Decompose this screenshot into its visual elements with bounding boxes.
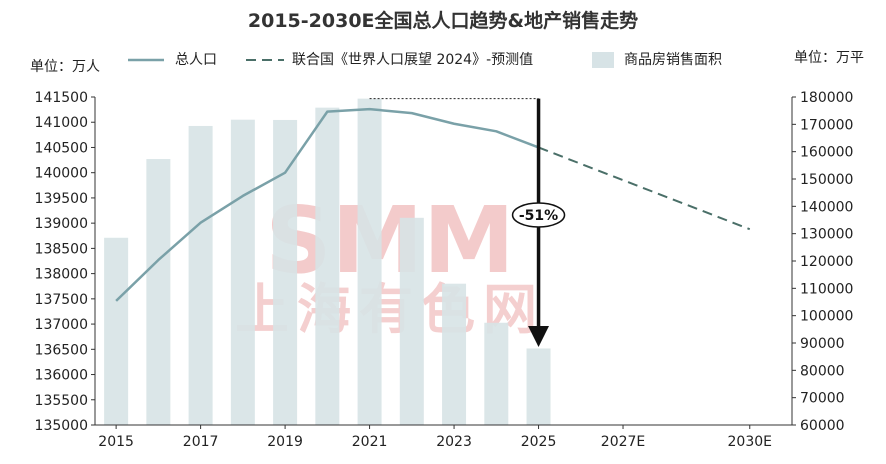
bar-sales-2020 (315, 107, 340, 425)
x-tick-label-2015: 2015 (98, 434, 134, 450)
legend-swatch-population (128, 58, 164, 62)
bar-sales-2024 (484, 322, 509, 425)
bar-sales-2022 (399, 217, 424, 425)
line-population (115, 107, 539, 302)
right-tick-label-90000: 90000 (800, 336, 845, 352)
bar-sales-2016 (146, 159, 171, 425)
right-tick-label-130000: 130000 (800, 227, 853, 243)
left-tick-label-139500: 139500 (35, 191, 88, 207)
legend-swatch-sales (592, 52, 614, 68)
watermark-logo-text: SMM (265, 187, 514, 294)
x-tick-label-2023: 2023 (436, 434, 472, 450)
bar-sales-2015 (104, 237, 129, 425)
left-tick-label-141500: 141500 (35, 90, 88, 106)
bar-sales-2017 (188, 125, 213, 426)
right-axis-unit-label: 单位：万平 (794, 50, 864, 66)
annotation-label: -51% (519, 208, 558, 224)
left-tick-label-140500: 140500 (35, 140, 88, 156)
x-tick-label-2017: 2017 (183, 434, 219, 450)
bar-sales-2021 (357, 98, 382, 425)
right-tick-label-170000: 170000 (800, 117, 853, 133)
bar-sales-2023 (442, 283, 467, 425)
right-tick-label-100000: 100000 (800, 309, 853, 325)
legend-label-population: 总人口 (175, 52, 217, 68)
right-tick-label-140000: 140000 (800, 199, 853, 215)
right-tick-label-150000: 150000 (800, 172, 853, 188)
right-tick-label-120000: 120000 (800, 254, 853, 270)
left-tick-label-137000: 137000 (35, 317, 88, 333)
left-tick-label-139000: 139000 (35, 216, 88, 232)
x-tick-label-2019: 2019 (267, 434, 303, 450)
left-tick-label-140000: 140000 (35, 166, 88, 182)
annotation-badge (511, 202, 566, 228)
right-tick-label-70000: 70000 (800, 391, 845, 407)
left-tick-label-138500: 138500 (35, 241, 88, 257)
left-tick-label-136500: 136500 (35, 342, 88, 358)
legend-swatch-forecast (246, 59, 284, 61)
line-forecast (538, 146, 751, 231)
bar-sales-2025 (526, 348, 551, 425)
left-tick-label-136000: 136000 (35, 368, 88, 384)
left-tick-label-137500: 137500 (35, 292, 88, 308)
left-tick-label-141000: 141000 (35, 115, 88, 131)
legend-label-forecast: 联合国《世界人口展望 2024》-预测值 (292, 52, 534, 68)
x-tick-label-2021: 2021 (352, 434, 388, 450)
legend-label-sales: 商品房销售面积 (624, 52, 722, 68)
x-tick-label-2027E: 2027E (601, 434, 645, 450)
left-tick-label-138000: 138000 (35, 267, 88, 283)
bar-sales-2019 (273, 119, 298, 426)
left-tick-label-135000: 135000 (35, 418, 88, 434)
x-tick-label-2030E: 2030E (728, 434, 772, 450)
left-tick-label-135500: 135500 (35, 393, 88, 409)
bar-sales-2018 (230, 119, 255, 425)
right-tick-label-60000: 60000 (800, 418, 845, 434)
left-axis-unit-label: 单位：万人 (30, 59, 100, 75)
right-tick-label-160000: 160000 (800, 145, 853, 161)
right-tick-label-110000: 110000 (800, 281, 853, 297)
chart-title: 2015-2030E全国总人口趋势&地产销售走势 (247, 10, 639, 32)
right-tick-label-80000: 80000 (800, 363, 845, 379)
x-tick-label-2025: 2025 (521, 434, 557, 450)
right-tick-label-180000: 180000 (800, 90, 853, 106)
